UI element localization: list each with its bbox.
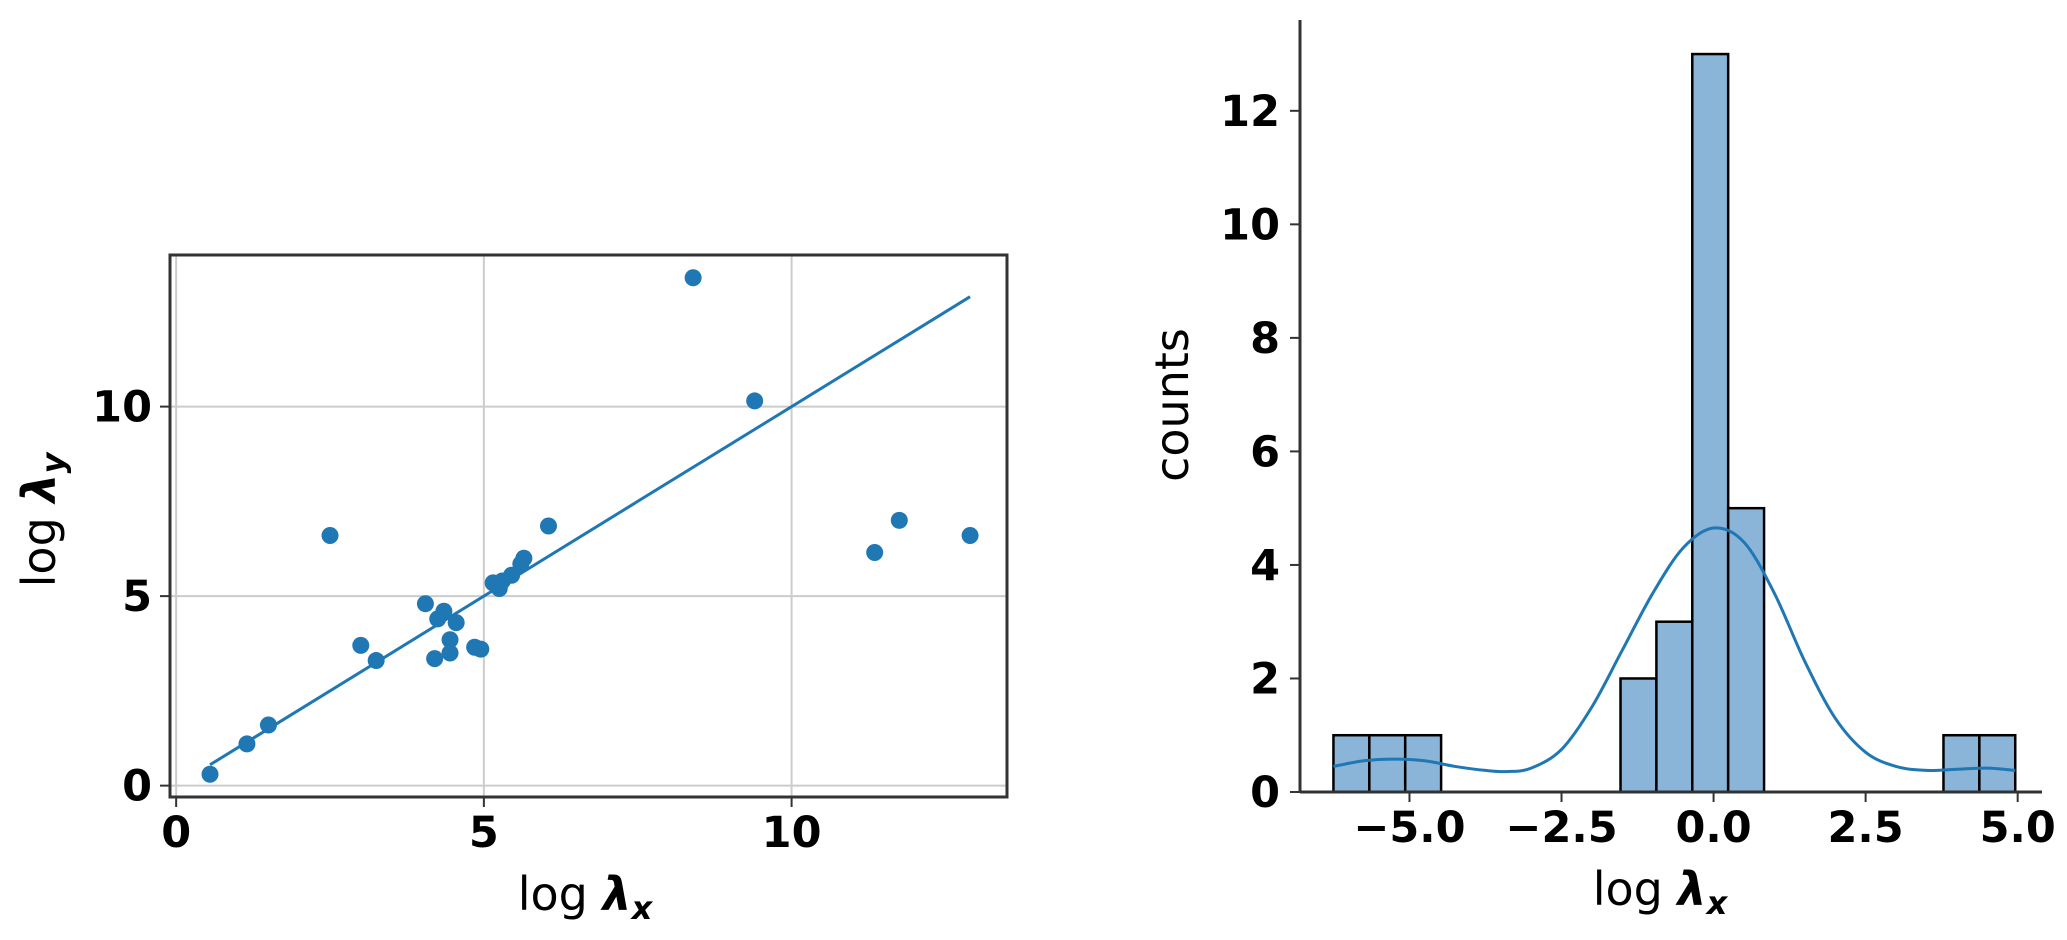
scatter-point	[684, 269, 702, 287]
scatter-y-tick-label: 0	[122, 762, 152, 812]
scatter-point	[746, 392, 764, 410]
scatter-points	[201, 269, 979, 783]
histogram-kde-curve	[1333, 526, 2016, 774]
scatter-x-tick-label: 0	[161, 808, 191, 858]
histogram-bar	[1726, 506, 1766, 794]
scatter-point	[321, 526, 339, 544]
scatter-y-tick-label: 10	[92, 383, 152, 433]
histogram-x-ticks: −5.0 −2.5 0.0 2.5 5.0	[1353, 792, 2056, 853]
scatter-point	[352, 636, 370, 654]
scatter-frame	[168, 253, 1009, 799]
histogram-kde-path	[1333, 526, 2016, 774]
histogram-y-ticks: 0 2 4 6 8 10 12	[1220, 87, 1300, 818]
histogram-x-axis-label: log λx	[1593, 862, 1729, 922]
scatter-grid	[170, 255, 1007, 797]
histogram-y-tick-label: 6	[1250, 427, 1280, 477]
scatter-x-axis-label: log λx	[518, 867, 654, 927]
scatter-point	[515, 549, 533, 567]
histogram-x-tick-label: 5.0	[1980, 803, 2056, 853]
histogram-bar	[1619, 677, 1658, 794]
histogram-bars	[1332, 52, 2017, 794]
scatter-fit-line-segment	[209, 295, 971, 767]
scatter-point	[426, 650, 444, 668]
histogram-bar	[1691, 52, 1730, 794]
histogram-y-tick-label: 2	[1250, 654, 1280, 704]
histogram-y-tick-label: 10	[1220, 200, 1280, 250]
histogram-y-axis-label: counts	[1145, 328, 1199, 482]
histogram-axes	[1298, 20, 2042, 794]
scatter-point	[961, 526, 979, 544]
scatter-point	[441, 631, 459, 649]
scatter-point	[259, 716, 277, 734]
scatter-y-tick-label: 5	[122, 572, 152, 622]
scatter-point	[441, 644, 459, 662]
scatter-fit-line	[209, 295, 971, 767]
histogram-bar	[1978, 733, 2017, 794]
scatter-y-ticks: 0 5 10	[92, 383, 170, 812]
scatter-y-axis-label: log λy	[12, 452, 72, 588]
scatter-point	[539, 517, 557, 535]
histogram-x-tick-label: 0.0	[1675, 803, 1751, 853]
histogram-x-tick-label: −5.0	[1353, 803, 1465, 853]
scatter-panel: 0 5 10 0 5 10 log λx log λy	[12, 253, 1009, 927]
histogram-y-tick-label: 12	[1220, 87, 1280, 137]
histogram-y-tick-label: 8	[1250, 314, 1280, 364]
scatter-point	[472, 640, 490, 658]
histogram-bar	[1368, 733, 1407, 794]
histogram-y-tick-label: 0	[1250, 768, 1280, 818]
scatter-point	[367, 652, 385, 670]
scatter-point	[866, 544, 884, 562]
scatter-x-ticks: 0 5 10	[161, 797, 822, 858]
histogram-x-tick-label: −2.5	[1505, 803, 1617, 853]
scatter-x-tick-label: 5	[469, 808, 499, 858]
scatter-point	[503, 566, 521, 584]
histogram-panel: −5.0 −2.5 0.0 2.5 5.0 0 2 4 6 8 10 12 log λx count…	[1145, 20, 2056, 922]
histogram-bar	[1655, 620, 1694, 794]
scatter-x-tick-label: 10	[762, 808, 822, 858]
histogram-x-tick-label: 2.5	[1828, 803, 1904, 853]
scatter-point	[201, 765, 219, 783]
scatter-point	[435, 602, 453, 620]
scatter-point	[890, 511, 908, 529]
histogram-bar	[1942, 733, 1981, 794]
scatter-point	[447, 614, 465, 632]
scatter-point	[416, 595, 434, 613]
histogram-y-tick-label: 4	[1250, 541, 1280, 591]
scatter-point	[238, 735, 256, 753]
